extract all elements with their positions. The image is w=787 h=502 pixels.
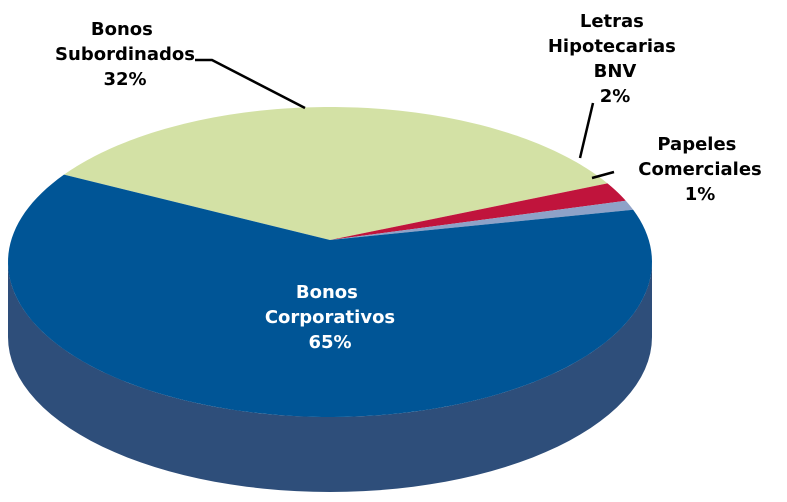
pie-slice [330,183,626,240]
pie-sides [8,262,652,492]
pie-tops [8,107,652,417]
slice-value-label: 2% [600,86,631,107]
labels: Bonos Subordinados 32% Letras Hipotecarias… [55,11,762,353]
slice-value-label: 1% [685,184,716,205]
leader-line [591,170,615,180]
leader-line [195,58,306,110]
leader-line [578,102,595,159]
slice-label: Letras Hipotecarias BNV [548,11,682,82]
slice-value-label: 65% [308,332,351,353]
slice-value-label: 32% [103,69,146,90]
slice-label: Bonos Subordinados [55,19,195,65]
pie-slice [63,107,608,241]
slice-label: Bonos Corporativos [265,282,395,328]
pie-slice [8,174,652,417]
slice-label: Papeles Comerciales [638,134,762,180]
pie-side [8,262,652,492]
pie-slice [330,200,634,240]
